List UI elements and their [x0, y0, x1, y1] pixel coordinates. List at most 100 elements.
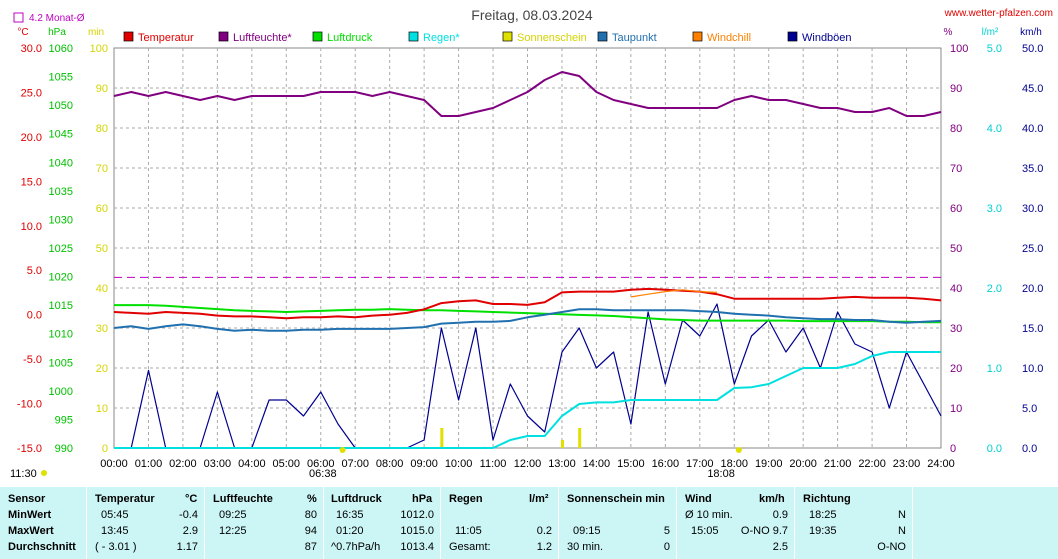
pressure-tick: 1060: [49, 43, 73, 55]
pressure-tick: 1030: [49, 214, 73, 226]
rain-max-time: 11:05: [455, 525, 482, 537]
wind-max-value: O-NO 9.7: [740, 525, 788, 537]
legend-label: Temperatur: [138, 32, 194, 44]
pressure-max-value: 1015.0: [400, 525, 434, 537]
sunset-time: 18:08: [707, 468, 735, 480]
sunshine-bar: [560, 440, 564, 448]
pressure-avg-value: 1013.4: [400, 541, 434, 553]
direction-max-value: N: [898, 525, 906, 537]
humidity-column: Luftfeuchte % 09:25 80 12:25 94 87: [205, 487, 324, 559]
pressure-header: Luftdruck: [331, 493, 382, 505]
temperature-tick: 15.0: [21, 176, 42, 188]
sunshine-tick: 40: [96, 283, 108, 295]
wind-column: Wind km/h Ø 10 min. 0.9 15:05 O-NO 9.7 2…: [677, 487, 795, 559]
sunshine-bar: [440, 428, 444, 448]
chart-title: Freitag, 08.03.2024: [471, 7, 593, 23]
humidity-min-value: 80: [304, 509, 317, 521]
sunshine-tick: 20: [96, 363, 108, 375]
time-tick: 13:00: [548, 458, 576, 470]
legend-swatch-temperatur: [123, 31, 134, 42]
time-tick: 02:00: [169, 458, 197, 470]
pressure-tick: 1025: [49, 243, 73, 255]
pressure-tick: 1005: [49, 357, 73, 369]
humidity-unit: %: [307, 493, 317, 505]
humidity-tick: 0: [950, 443, 956, 455]
legend-label: Regen*: [423, 32, 460, 44]
rain-total-value: 1.2: [536, 541, 552, 553]
humidity-tick: 100: [950, 43, 968, 55]
time-tick: 06:00: [307, 458, 335, 470]
sunshine-tick: 30: [96, 323, 108, 335]
humidity-tick: 60: [950, 203, 962, 215]
time-tick: 22:00: [858, 458, 886, 470]
sunshine-max-time: 09:15: [573, 525, 601, 537]
pressure-tick: 1000: [49, 386, 73, 398]
site-url: www.wetter-pfalzen.com: [944, 8, 1053, 19]
rain-unit: l/m²: [529, 493, 549, 505]
pressure-tick: 1015: [49, 300, 73, 312]
rain-total-label: Gesamt:: [449, 541, 491, 553]
summary-table: Sensor MinWert MaxWert Durchschnitt Temp…: [0, 487, 1058, 559]
time-tick: 19:00: [755, 458, 783, 470]
wind-tick: 35.0: [1022, 163, 1043, 175]
wind-tick: 50.0: [1022, 43, 1043, 55]
series-line-regen: [114, 351, 941, 449]
row-label-min: MinWert: [8, 509, 52, 521]
humidity-max-value: 94: [304, 525, 317, 537]
wind-max-time: 15:05: [691, 525, 719, 537]
time-tick: 12:00: [514, 458, 542, 470]
wind-tick: 40.0: [1022, 123, 1043, 135]
time-tick: 23:00: [893, 458, 921, 470]
sunshine-unit-label: min: [88, 27, 104, 38]
rain-column: Regen l/m² 11:05 0.2 Gesamt: 1.2: [441, 487, 559, 559]
pressure-tick: 1045: [49, 129, 73, 141]
direction-avg-value: O-NO: [877, 541, 906, 553]
sunshine-header: Sonnenschein min: [567, 493, 665, 505]
humidity-tick: 80: [950, 123, 962, 135]
sunshine-max-value: 5: [663, 525, 670, 537]
legend-swatch-windchill: [692, 31, 703, 42]
legend-swatch-luftfeuchte: [218, 31, 229, 42]
day-length: 11:30: [10, 468, 37, 480]
monthly-avg-marker: [13, 12, 24, 23]
direction-max-time: 19:35: [809, 525, 837, 537]
legend-swatch-taupunkt: [597, 31, 608, 42]
sensor-column: Sensor MinWert MaxWert Durchschnitt: [0, 487, 87, 559]
time-tick: 14:00: [583, 458, 611, 470]
series-line-taupunkt: [113, 308, 942, 332]
temperature-max-value: 2.9: [182, 525, 198, 537]
pressure-tick: 1040: [49, 157, 73, 169]
pressure-tick: 1020: [49, 272, 73, 284]
rain-tick: 4.0: [987, 123, 1002, 135]
sunshine-tick: 90: [96, 83, 108, 95]
temperature-min-time: 05:45: [101, 509, 129, 521]
row-label-max: MaxWert: [8, 525, 54, 537]
direction-min-value: N: [898, 509, 906, 521]
rain-tick: 2.0: [987, 283, 1002, 295]
time-tick: 10:00: [445, 458, 473, 470]
humidity-tick: 40: [950, 283, 962, 295]
wind-unit-label: km/h: [1020, 27, 1042, 38]
temperature-unit: °C: [185, 493, 198, 505]
temperature-column: Temperatur °C 05:45 -0.4 13:45 2.9 ( - 3…: [87, 487, 205, 559]
pressure-column: Luftdruck hPa 16:35 1012.0 01:20 1015.0 …: [324, 487, 441, 559]
pressure-min-value: 1012.0: [400, 509, 434, 521]
legend-label: Luftfeuchte*: [233, 32, 292, 44]
time-tick: 24:00: [927, 458, 955, 470]
temperature-tick: 30.0: [21, 43, 42, 55]
series-line-luftdruck: [114, 304, 941, 324]
temperature-unit-label: °C: [17, 27, 28, 38]
monthly-avg-label: 4.2 Monat-Ø: [29, 13, 85, 24]
humidity-tick: 20: [950, 363, 962, 375]
time-tick: 21:00: [824, 458, 852, 470]
wind-tick: 10.0: [1022, 363, 1043, 375]
series-line-temperatur: [113, 287, 942, 320]
time-tick: 05:00: [273, 458, 301, 470]
humidity-avg-value: 87: [304, 541, 317, 553]
sunshine-column: Sonnenschein min 09:15 5 30 min. 0: [559, 487, 677, 559]
series-line-windchill: [630, 289, 718, 298]
time-tick: 07:00: [341, 458, 369, 470]
sunshine-bar: [578, 428, 582, 448]
wind-tick: 5.0: [1022, 403, 1037, 415]
humidity-tick: 90: [950, 83, 962, 95]
